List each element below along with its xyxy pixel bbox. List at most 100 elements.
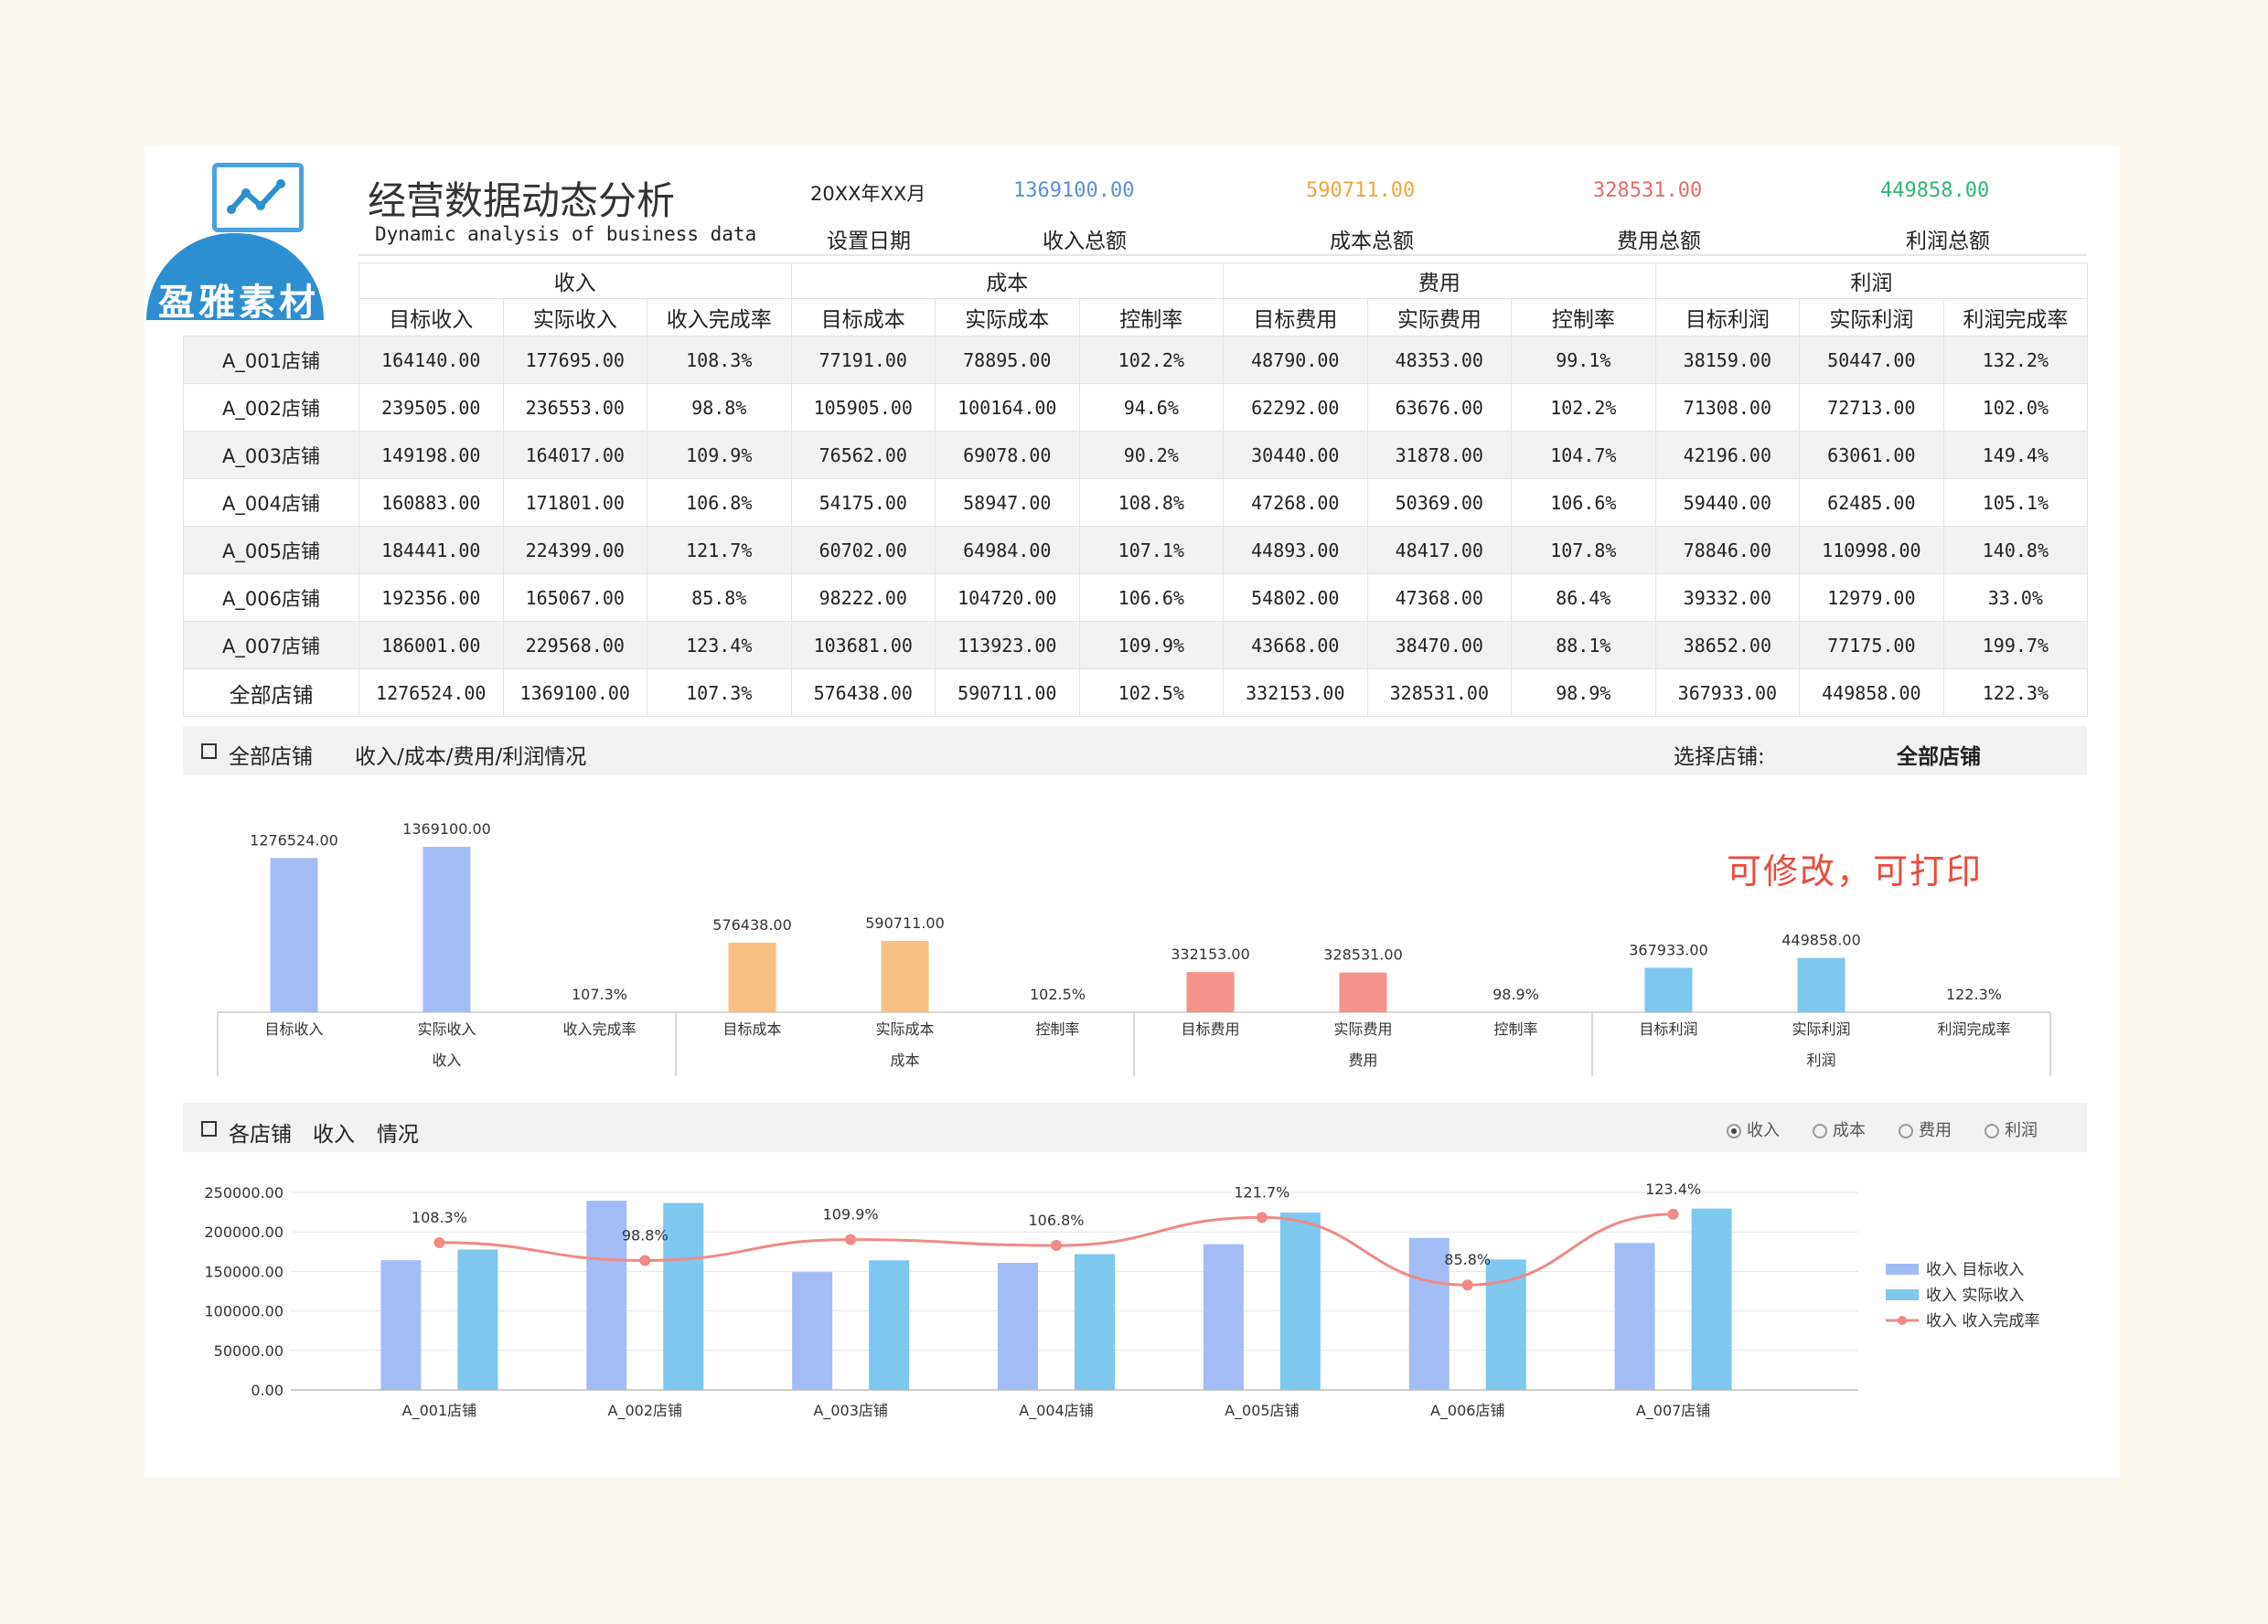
table-cell[interactable]: 103681.00	[790, 621, 936, 669]
table-cell[interactable]: 328531.00	[1366, 668, 1513, 717]
table-cell[interactable]: 171801.00	[502, 478, 647, 527]
table-cell[interactable]: 104720.00	[935, 573, 1080, 622]
table-cell[interactable]: 85.8%	[647, 573, 792, 622]
table-cell[interactable]: 132.2%	[1942, 336, 2089, 384]
radio-dot[interactable]	[1727, 1124, 1741, 1138]
table-cell[interactable]: 64984.00	[935, 526, 1080, 574]
table-cell[interactable]: 236553.00	[502, 383, 647, 432]
table-cell[interactable]: 62485.00	[1799, 478, 1944, 527]
table-cell[interactable]: 104.7%	[1511, 431, 1656, 479]
table-cell[interactable]: 71308.00	[1654, 383, 1801, 432]
table-cell[interactable]: 108.8%	[1078, 478, 1225, 527]
radio-dot[interactable]	[1899, 1124, 1913, 1138]
table-cell[interactable]: 63061.00	[1799, 431, 1944, 479]
date-value[interactable]: 20XX年XX月	[810, 183, 926, 205]
table-cell[interactable]: 106.6%	[1511, 478, 1656, 527]
table-cell[interactable]: 106.6%	[1078, 573, 1225, 622]
table-cell[interactable]: 69078.00	[935, 431, 1080, 479]
table-cell[interactable]: 102.0%	[1942, 383, 2089, 432]
table-cell[interactable]: 63676.00	[1366, 383, 1513, 432]
table-cell[interactable]: 86.4%	[1511, 573, 1656, 622]
table-cell[interactable]: 149.4%	[1942, 431, 2089, 479]
radio-dot[interactable]	[1813, 1124, 1827, 1138]
table-cell[interactable]: 165067.00	[502, 573, 647, 622]
table-cell[interactable]: 160883.00	[358, 478, 504, 527]
table-cell[interactable]: 224399.00	[502, 526, 647, 574]
table-cell[interactable]: 33.0%	[1942, 573, 2089, 622]
table-cell[interactable]: 107.8%	[1511, 526, 1656, 574]
table-cell[interactable]: 229568.00	[502, 621, 647, 669]
table-cell[interactable]: 164017.00	[502, 431, 647, 479]
table-cell[interactable]: 102.2%	[1511, 383, 1656, 432]
table-cell[interactable]: 576438.00	[790, 668, 936, 717]
table-cell[interactable]: 62292.00	[1223, 383, 1368, 432]
table-cell[interactable]: 94.6%	[1078, 383, 1225, 432]
table-cell[interactable]: 102.2%	[1078, 336, 1225, 384]
table-cell[interactable]: 59440.00	[1654, 478, 1801, 527]
table-cell[interactable]: 77175.00	[1799, 621, 1944, 669]
table-cell[interactable]: 78895.00	[935, 336, 1080, 384]
table-cell[interactable]: 43668.00	[1223, 621, 1368, 669]
table-cell[interactable]: 47268.00	[1223, 478, 1368, 527]
table-cell[interactable]: 199.7%	[1942, 621, 2089, 669]
table-cell[interactable]: 76562.00	[790, 431, 936, 479]
table-cell[interactable]: 98.8%	[647, 383, 792, 432]
radio-profit[interactable]: 利润	[1984, 1117, 2038, 1141]
radio-dot[interactable]	[1984, 1124, 1999, 1138]
table-cell[interactable]: 54802.00	[1223, 573, 1368, 622]
table-cell[interactable]: 239505.00	[358, 383, 504, 432]
table-cell[interactable]: 90.2%	[1078, 431, 1225, 479]
table-cell[interactable]: 31878.00	[1366, 431, 1513, 479]
table-cell[interactable]: 99.1%	[1511, 336, 1656, 384]
table-cell[interactable]: 48790.00	[1223, 336, 1368, 384]
table-cell[interactable]: 30440.00	[1223, 431, 1368, 479]
table-cell[interactable]: 78846.00	[1654, 526, 1801, 574]
table-cell[interactable]: 164140.00	[358, 336, 504, 384]
table-cell[interactable]: 332153.00	[1223, 668, 1368, 717]
table-cell[interactable]: 60702.00	[790, 526, 936, 574]
table-cell[interactable]: 72713.00	[1799, 383, 1944, 432]
table-cell[interactable]: 105905.00	[790, 383, 936, 432]
table-cell[interactable]: 122.3%	[1942, 668, 2089, 717]
table-cell[interactable]: 140.8%	[1942, 526, 2089, 574]
table-cell[interactable]: 39332.00	[1654, 573, 1801, 622]
table-cell[interactable]: 44893.00	[1223, 526, 1368, 574]
table-cell[interactable]: 123.4%	[647, 621, 792, 669]
table-cell[interactable]: 107.1%	[1078, 526, 1225, 574]
table-cell[interactable]: 38159.00	[1654, 336, 1801, 384]
table-cell[interactable]: 367933.00	[1654, 668, 1801, 717]
table-cell[interactable]: 54175.00	[790, 478, 936, 527]
table-cell[interactable]: 121.7%	[647, 526, 792, 574]
table-cell[interactable]: 88.1%	[1511, 621, 1656, 669]
table-cell[interactable]: 42196.00	[1654, 431, 1801, 479]
table-cell[interactable]: 184441.00	[358, 526, 504, 574]
table-cell[interactable]: 98222.00	[790, 573, 936, 622]
table-cell[interactable]: 113923.00	[935, 621, 1080, 669]
table-cell[interactable]: 12979.00	[1799, 573, 1944, 622]
table-cell[interactable]: 106.8%	[647, 478, 792, 527]
table-cell[interactable]: 105.1%	[1942, 478, 2089, 527]
select-store-dropdown[interactable]: 全部店铺	[1897, 745, 1981, 769]
table-cell[interactable]: 186001.00	[358, 621, 504, 669]
table-cell[interactable]: 48417.00	[1366, 526, 1513, 574]
table-cell[interactable]: 100164.00	[935, 383, 1080, 432]
table-cell[interactable]: 77191.00	[790, 336, 936, 384]
table-cell[interactable]: 109.9%	[647, 431, 792, 479]
table-cell[interactable]: 192356.00	[358, 573, 504, 622]
radio-income[interactable]: 收入	[1727, 1117, 1780, 1141]
table-cell[interactable]: 109.9%	[1078, 621, 1225, 669]
table-cell[interactable]: 1276524.00	[358, 668, 504, 717]
table-cell[interactable]: 38652.00	[1654, 621, 1801, 669]
table-cell[interactable]: 177695.00	[502, 336, 647, 384]
table-cell[interactable]: 107.3%	[647, 668, 792, 717]
table-cell[interactable]: 50369.00	[1366, 478, 1513, 527]
table-cell[interactable]: 1369100.00	[502, 668, 647, 717]
table-cell[interactable]: 590711.00	[935, 668, 1080, 717]
collapse-icon[interactable]	[201, 743, 217, 759]
radio-cost[interactable]: 成本	[1813, 1117, 1866, 1141]
table-cell[interactable]: 38470.00	[1366, 621, 1513, 669]
table-cell[interactable]: 47368.00	[1366, 573, 1513, 622]
collapse-icon[interactable]	[201, 1121, 217, 1137]
table-cell[interactable]: 108.3%	[647, 336, 792, 384]
table-cell[interactable]: 98.9%	[1511, 668, 1656, 717]
